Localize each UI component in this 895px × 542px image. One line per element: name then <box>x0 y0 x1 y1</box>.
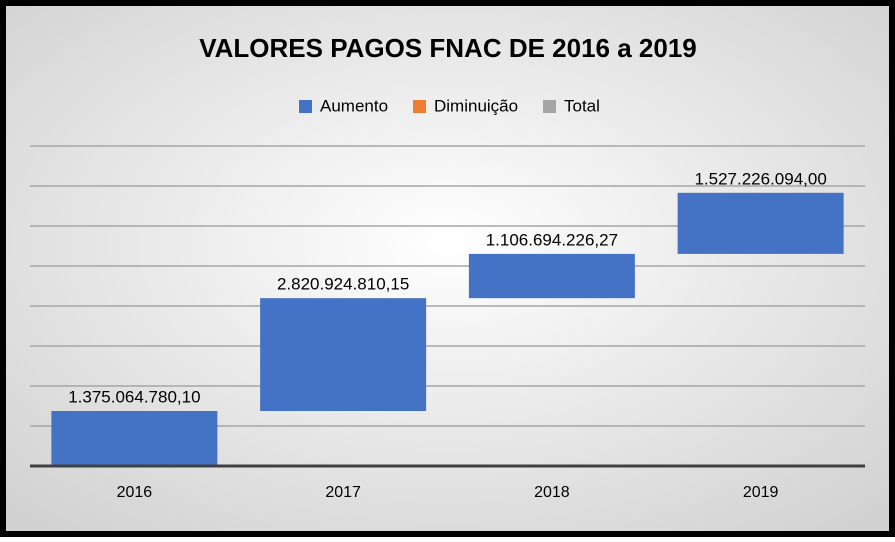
bar <box>468 253 635 299</box>
x-tick-label: 2016 <box>117 484 153 501</box>
legend-swatch <box>299 100 312 113</box>
bar <box>51 410 218 466</box>
value-label: 1.375.064.780,10 <box>68 387 200 406</box>
chart-title: VALORES PAGOS FNAC DE 2016 a 2019 <box>199 33 697 63</box>
bar <box>260 298 427 411</box>
value-label: 2.820.924.810,15 <box>277 275 409 294</box>
bar <box>677 192 844 254</box>
value-label: 1.106.694.226,27 <box>486 230 618 249</box>
legend-label: Aumento <box>320 96 388 115</box>
legend-label: Total <box>564 96 600 115</box>
legend-swatch <box>413 100 426 113</box>
legend-swatch <box>543 100 556 113</box>
x-tick-label: 2019 <box>743 484 779 501</box>
legend-label: Diminuição <box>434 96 518 115</box>
x-tick-label: 2017 <box>325 484 361 501</box>
value-label: 1.527.226.094,00 <box>694 169 826 188</box>
x-tick-label: 2018 <box>534 484 570 501</box>
